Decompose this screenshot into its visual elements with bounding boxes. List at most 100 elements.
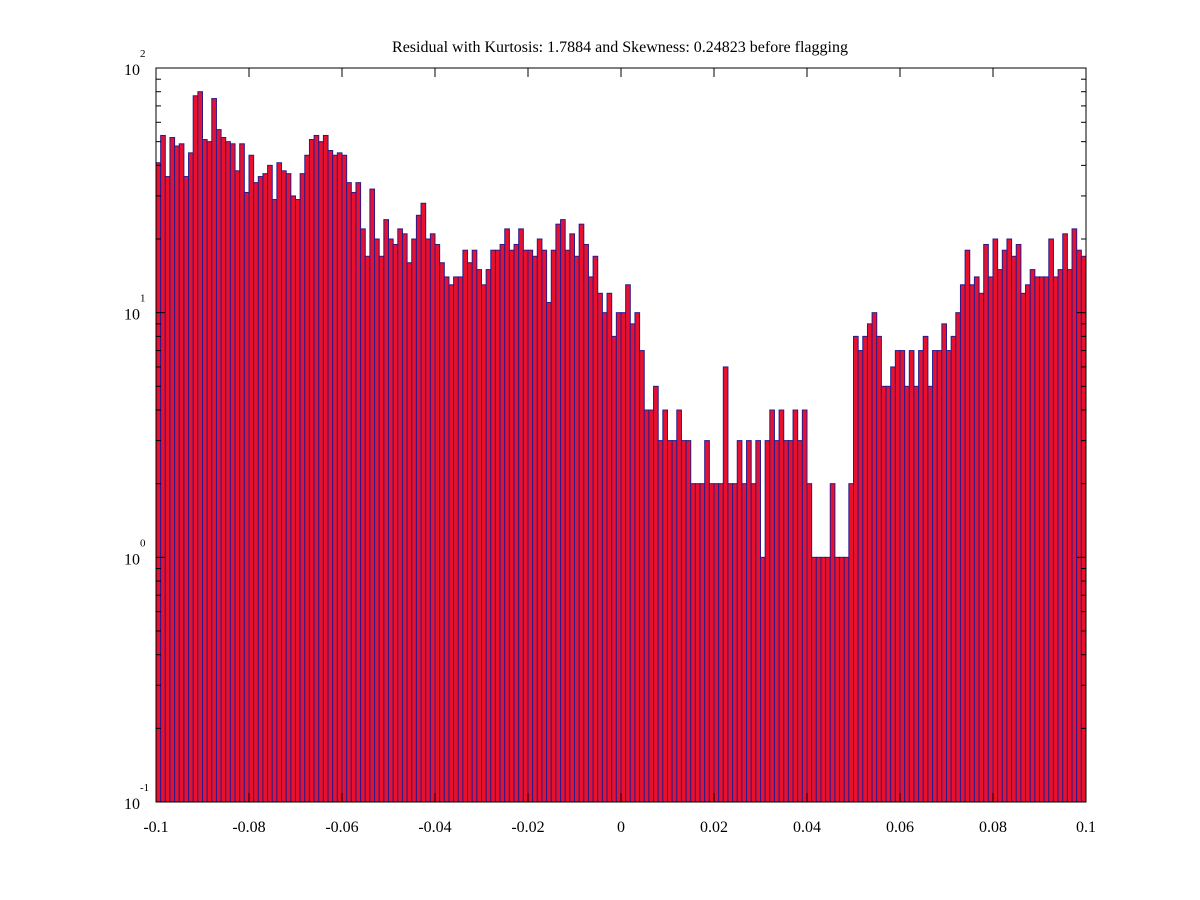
histogram-bar	[950, 335, 957, 803]
histogram-bar	[1011, 255, 1017, 803]
histogram-bar	[866, 323, 873, 803]
histogram-bar	[415, 214, 422, 803]
histogram-bar	[783, 440, 789, 803]
histogram-bar	[983, 243, 989, 803]
histogram-bar	[234, 170, 241, 803]
histogram-bar	[648, 409, 655, 803]
histogram-bar	[429, 233, 436, 803]
histogram-bar	[634, 312, 641, 803]
x-tick-label: -0.1	[143, 819, 168, 836]
histogram-bar	[704, 440, 710, 803]
histogram-bar	[653, 385, 659, 803]
histogram-bar	[997, 269, 1003, 803]
histogram-bar	[629, 323, 636, 803]
y-tick-label-base: 10	[124, 551, 140, 568]
x-tick-label: 0.08	[979, 819, 1007, 836]
histogram-bar	[476, 269, 483, 803]
histogram-bar	[690, 483, 696, 803]
histogram-bar	[471, 249, 478, 803]
histogram-bar	[964, 249, 971, 803]
histogram-bar	[350, 191, 357, 803]
histogram-bar	[611, 335, 617, 803]
histogram-bar	[308, 139, 315, 803]
histogram-bar	[815, 556, 822, 803]
histogram-bar	[583, 243, 589, 803]
histogram-bar	[601, 312, 608, 803]
histogram-bar	[773, 440, 780, 803]
histogram-bar	[769, 409, 775, 803]
histogram-bar	[848, 483, 854, 803]
histogram-bar	[736, 440, 743, 803]
histogram-bar	[597, 292, 603, 803]
histogram-bar	[853, 335, 859, 803]
histogram-bar	[243, 191, 250, 803]
histogram-bar	[787, 440, 794, 803]
histogram-bar	[174, 145, 180, 803]
histogram-bar	[211, 98, 217, 803]
histogram-bar	[541, 249, 548, 803]
histogram-bar	[1039, 276, 1045, 803]
histogram-bar	[401, 233, 408, 803]
histogram-bar	[1066, 269, 1073, 803]
histogram-bar	[825, 556, 831, 803]
histogram-bar	[932, 350, 938, 803]
histogram-bar	[792, 409, 799, 803]
y-tick-label-exponent: 2	[140, 48, 146, 60]
histogram-bar	[290, 195, 297, 803]
histogram-bar	[383, 219, 390, 803]
histogram-bar	[592, 255, 599, 803]
histogram-bar	[732, 483, 738, 803]
x-tick-label: 0	[617, 819, 625, 836]
histogram-bar	[220, 136, 227, 803]
histogram-bar	[797, 440, 803, 803]
histogram-bar	[267, 164, 273, 803]
histogram-bar	[1006, 238, 1013, 803]
x-tick-label: 0.06	[886, 819, 914, 836]
histogram-bar	[746, 440, 752, 803]
histogram-bar	[304, 154, 310, 803]
histogram-bar	[248, 154, 255, 803]
histogram-bar	[508, 249, 515, 803]
histogram-bar	[1001, 249, 1008, 803]
histogram-bar	[299, 173, 306, 803]
histogram-bar	[192, 95, 199, 803]
histogram-bar	[662, 409, 668, 803]
histogram-bar	[229, 143, 236, 803]
histogram-bar	[973, 276, 980, 803]
histogram-bar	[987, 276, 994, 803]
histogram-bar	[467, 262, 473, 803]
histogram-bar	[946, 350, 952, 803]
histogram-bar	[448, 284, 455, 803]
histogram-bar	[862, 335, 868, 803]
y-tick-label-exponent: 1	[140, 293, 146, 305]
histogram-bar	[322, 134, 329, 803]
x-tick-label: 0.04	[793, 819, 821, 836]
histogram-bar	[1029, 269, 1036, 803]
histogram-bar	[332, 154, 338, 803]
histogram-bar	[1025, 284, 1031, 803]
histogram-bar	[462, 249, 469, 803]
histogram-bar	[1048, 238, 1054, 803]
histogram-bar	[671, 440, 678, 803]
x-tick-label: 0.02	[700, 819, 728, 836]
histogram-bar	[178, 143, 185, 803]
x-tick-label: -0.08	[232, 819, 265, 836]
histogram-bar	[397, 228, 403, 803]
histogram-bar	[722, 366, 729, 803]
histogram-bar	[811, 556, 817, 803]
histogram-bar	[364, 255, 371, 803]
histogram-bar	[160, 134, 166, 803]
histogram-bar	[936, 350, 943, 803]
histogram-bar	[904, 385, 910, 803]
histogram-bar	[564, 249, 571, 803]
histogram-bar	[1020, 292, 1027, 803]
histogram-bar	[555, 223, 562, 803]
histogram-bar	[1034, 276, 1040, 803]
histogram-bar	[355, 182, 362, 803]
histogram-bar	[388, 238, 394, 803]
histogram-bar	[839, 556, 845, 803]
histogram-bar	[369, 188, 376, 803]
histogram-bar	[225, 141, 231, 803]
chart-title: Residual with Kurtosis: 1.7884 and Skewn…	[392, 39, 848, 56]
histogram-bar	[439, 262, 445, 803]
